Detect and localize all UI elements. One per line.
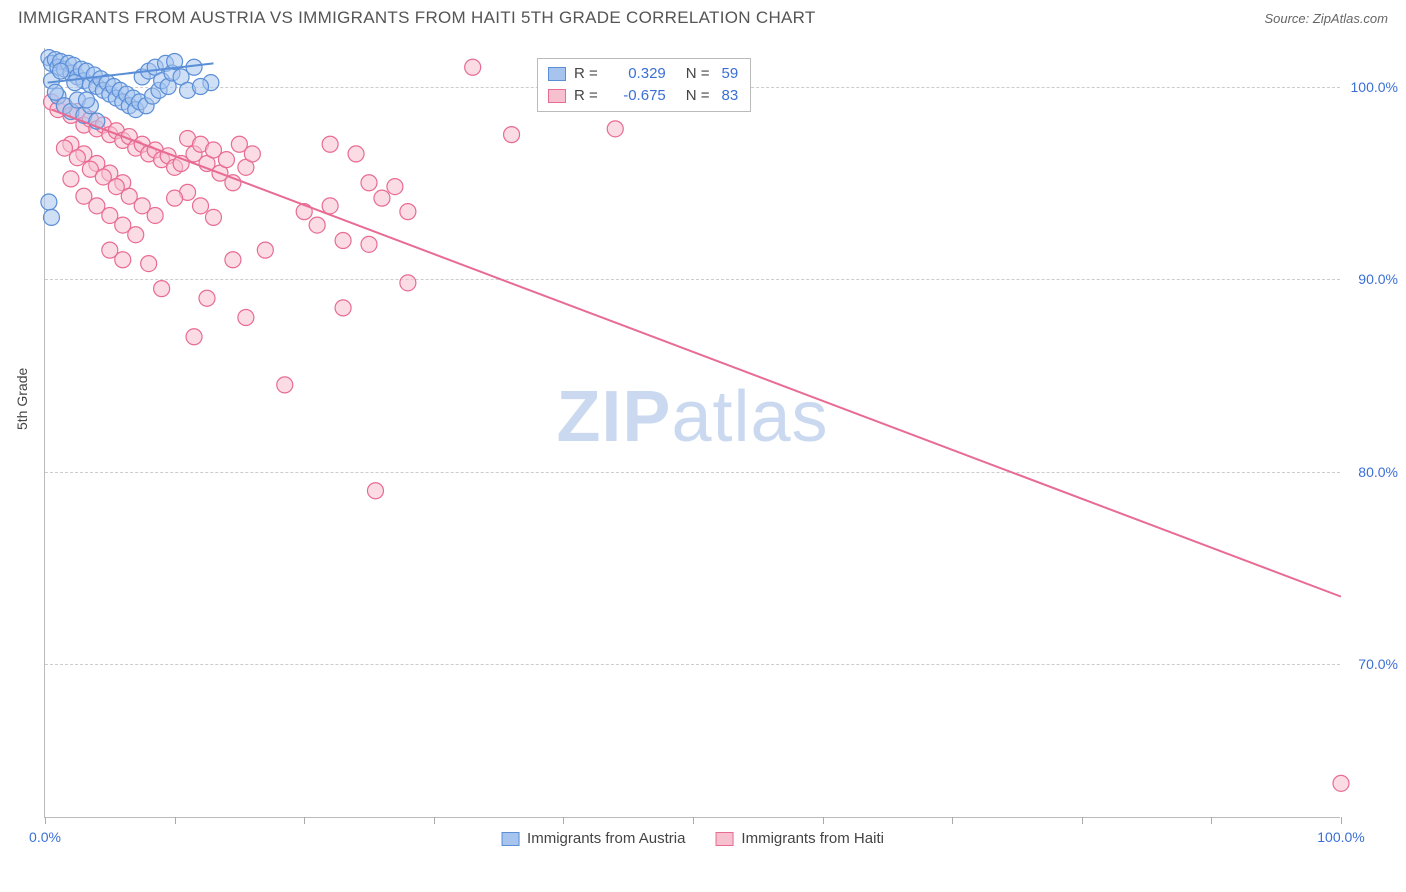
data-point	[238, 310, 254, 326]
data-point	[309, 217, 325, 233]
x-tick	[952, 817, 953, 824]
x-tick	[823, 817, 824, 824]
data-point	[322, 198, 338, 214]
source-attribution: Source: ZipAtlas.com	[1264, 11, 1388, 26]
data-point	[43, 209, 59, 225]
data-point	[1333, 775, 1349, 791]
swatch-haiti	[715, 832, 733, 846]
chart-plot-area: ZIPatlas 70.0%80.0%90.0%100.0% 0.0%100.0…	[44, 48, 1340, 818]
swatch-austria	[501, 832, 519, 846]
data-point	[199, 290, 215, 306]
x-tick	[1082, 817, 1083, 824]
x-tick	[304, 817, 305, 824]
data-point	[277, 377, 293, 393]
data-point	[63, 171, 79, 187]
y-tick-label: 80.0%	[1358, 464, 1398, 480]
data-point	[69, 150, 85, 166]
data-point	[205, 209, 221, 225]
y-tick-label: 70.0%	[1358, 656, 1398, 672]
y-tick-label: 90.0%	[1358, 271, 1398, 287]
data-point	[361, 236, 377, 252]
x-tick	[1211, 817, 1212, 824]
data-point	[147, 207, 163, 223]
data-point	[244, 146, 260, 162]
data-point	[186, 329, 202, 345]
y-tick-label: 100.0%	[1351, 79, 1398, 95]
x-tick-label: 0.0%	[29, 829, 61, 845]
data-point	[400, 275, 416, 291]
x-tick	[563, 817, 564, 824]
x-tick	[175, 817, 176, 824]
x-tick	[1341, 817, 1342, 824]
x-tick	[434, 817, 435, 824]
x-tick	[45, 817, 46, 824]
data-point	[400, 204, 416, 220]
trend-line	[51, 110, 1341, 597]
data-point	[47, 84, 63, 100]
data-point	[374, 190, 390, 206]
data-point	[154, 281, 170, 297]
data-point	[504, 127, 520, 143]
x-legend-haiti: Immigrants from Haiti	[715, 830, 884, 847]
data-point	[387, 179, 403, 195]
data-point	[607, 121, 623, 137]
data-point	[367, 483, 383, 499]
data-point	[193, 79, 209, 95]
legend-row-haiti: R = -0.675 N = 83	[548, 85, 738, 107]
data-point	[361, 175, 377, 191]
x-axis-legend: Immigrants from Austria Immigrants from …	[501, 830, 884, 847]
x-tick-label: 100.0%	[1317, 829, 1364, 845]
x-tick	[693, 817, 694, 824]
data-point	[53, 63, 69, 79]
swatch-austria	[548, 67, 566, 81]
data-point	[225, 252, 241, 268]
x-legend-austria: Immigrants from Austria	[501, 830, 685, 847]
legend-row-austria: R = 0.329 N = 59	[548, 63, 738, 85]
data-point	[78, 92, 94, 108]
data-point	[167, 190, 183, 206]
data-point	[257, 242, 273, 258]
chart-title: IMMIGRANTS FROM AUSTRIA VS IMMIGRANTS FR…	[18, 8, 816, 28]
data-point	[67, 75, 83, 91]
data-point	[141, 256, 157, 272]
scatter-plot-svg	[45, 48, 1340, 817]
data-point	[218, 152, 234, 168]
correlation-legend: R = 0.329 N = 59 R = -0.675 N = 83	[537, 58, 751, 112]
data-point	[335, 300, 351, 316]
data-point	[115, 252, 131, 268]
data-point	[322, 136, 338, 152]
swatch-haiti	[548, 89, 566, 103]
data-point	[128, 227, 144, 243]
data-point	[465, 59, 481, 75]
data-point	[193, 198, 209, 214]
data-point	[41, 194, 57, 210]
data-point	[348, 146, 364, 162]
data-point	[335, 233, 351, 249]
y-axis-label: 5th Grade	[14, 368, 30, 430]
